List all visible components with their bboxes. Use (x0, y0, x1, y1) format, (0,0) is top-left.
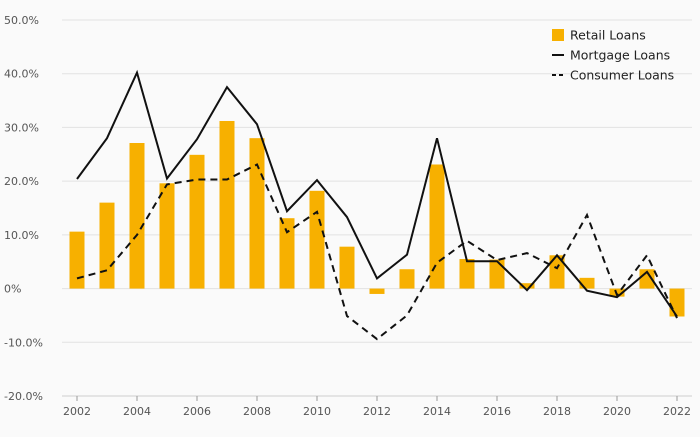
bar-retail-loans (489, 259, 505, 289)
bar-retail-loans (579, 277, 595, 289)
legend-item-retail-loans: Retail Loans (552, 28, 646, 43)
legend-item-mortgage-loans: Mortgage Loans (552, 48, 670, 63)
x-tick-label: 2006 (183, 405, 211, 418)
x-tick-label: 2008 (243, 405, 271, 418)
y-tick-label: 20.0% (4, 175, 39, 188)
bar-retail-loans (519, 283, 535, 289)
legend-label-retail-loans: Retail Loans (570, 28, 646, 43)
x-tick-label: 2016 (483, 405, 511, 418)
bar-retail-loans (219, 120, 235, 289)
bar-retail-loans (99, 202, 115, 289)
x-tick-label: 2004 (123, 405, 151, 418)
y-tick-label: 50.0% (4, 14, 39, 27)
x-axis-ticks: 2002 2004 2006 2008 2010 2012 2014 2016 2018 2020… (62, 395, 692, 418)
bar-retail-loans (129, 143, 145, 289)
bar-retail-loans (459, 259, 475, 289)
x-tick-label: 2020 (603, 405, 631, 418)
x-tick-label: 2010 (303, 405, 331, 418)
legend: Retail Loans Mortgage Loans Consumer Loa… (552, 28, 674, 83)
x-tick-label: 2022 (663, 405, 691, 418)
bar-retail-loans (69, 231, 85, 289)
x-tick-label: 2018 (543, 405, 571, 418)
bar-retail-loans (159, 183, 175, 289)
bar-retail-loans (189, 154, 205, 289)
x-tick-label: 2012 (363, 405, 391, 418)
bar-retail-loans (369, 288, 385, 294)
legend-item-consumer-loans: Consumer Loans (552, 68, 674, 83)
loan-lines (76, 69, 678, 341)
y-tick-label: 0% (4, 283, 21, 296)
y-tick-label: 40.0% (4, 68, 39, 81)
line-mortgage-loans (76, 69, 678, 318)
y-tick-label: -20.0% (4, 390, 43, 403)
bar-retail-loans (549, 255, 565, 289)
y-tick-label: 30.0% (4, 121, 39, 134)
bar-retail-loans (669, 288, 685, 317)
line-consumer-loans (76, 163, 678, 341)
bar-retail-loans (249, 138, 265, 289)
legend-swatch-retail-loans (552, 29, 564, 41)
bar-retail-loans (339, 246, 355, 289)
legend-label-consumer-loans: Consumer Loans (570, 68, 674, 83)
y-axis-ticks: 50.0% 40.0% 30.0% 20.0% 10.0% 0% -10.0% -20.0% (4, 14, 43, 403)
x-tick-label: 2014 (423, 405, 451, 418)
bar-retail-loans (429, 164, 445, 289)
x-tick-label: 2002 (63, 405, 91, 418)
legend-label-mortgage-loans: Mortgage Loans (570, 48, 670, 63)
bar-retail-loans (279, 218, 295, 289)
retail-loans-bars (69, 120, 685, 317)
bar-retail-loans (309, 190, 325, 289)
y-tick-label: -10.0% (4, 336, 43, 349)
bar-retail-loans (399, 269, 415, 289)
y-tick-label: 10.0% (4, 229, 39, 242)
